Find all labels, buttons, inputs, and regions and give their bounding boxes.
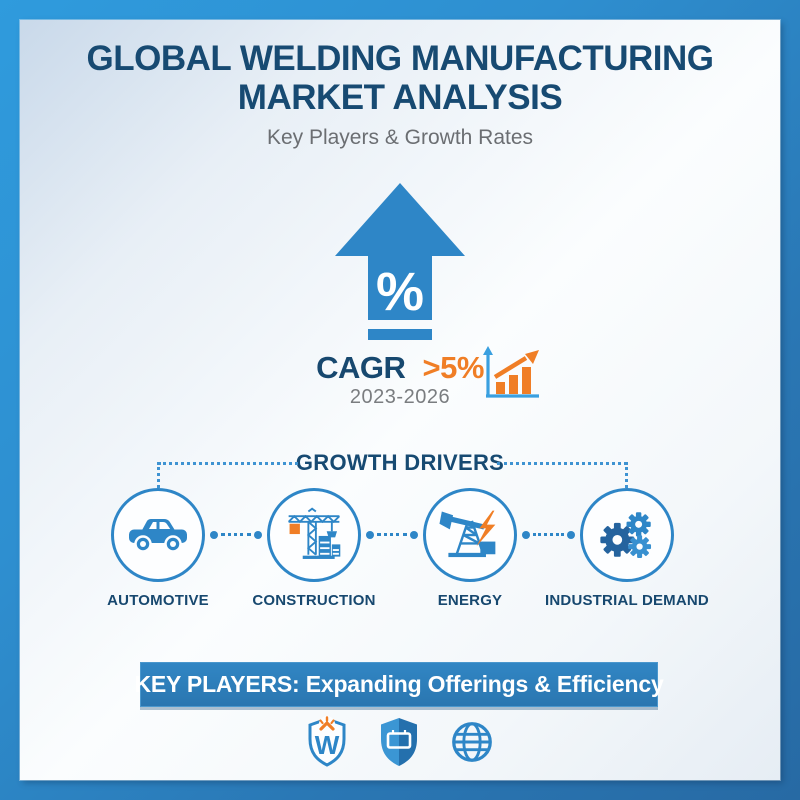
driver-circle: [111, 488, 205, 582]
cagr-value: >5%: [422, 350, 484, 385]
welding-screen-shield-icon: [381, 718, 417, 766]
driver-label: INDUSTRIAL DEMAND: [545, 592, 709, 609]
globe-icon: [452, 722, 492, 762]
driver-label: AUTOMOTIVE: [107, 592, 209, 609]
footer-badges: W: [20, 716, 780, 768]
oil-pump-lightning-icon: [439, 510, 496, 558]
dotted-bracket-left: [158, 462, 298, 465]
dotted-bracket-right-drop: [625, 462, 628, 488]
driver-circle: [267, 488, 361, 582]
driver-label: CONSTRUCTION: [252, 592, 376, 609]
page-subtitle: Key Players & Growth Rates: [266, 126, 534, 149]
dotted-bracket-right: [497, 462, 627, 465]
driver-circle: [423, 488, 517, 582]
cagr-period: 2023-2026: [349, 386, 451, 408]
shield-letter: W: [315, 730, 340, 760]
key-players-banner: KEY PLAYERS: Expanding Offerings & Effic…: [134, 662, 664, 707]
page-title: GLOBAL WELDING MANUFACTURING MARKET ANALY…: [20, 39, 780, 117]
driver-construction: CONSTRUCTION: [229, 488, 399, 609]
cagr-row: CAGR >5%: [20, 350, 780, 386]
car-icon: [129, 519, 187, 553]
dotted-connector: [522, 530, 575, 539]
page-title-line1: GLOBAL WELDING MANUFACTURING: [86, 39, 714, 78]
dotted-bracket-left-drop: [157, 462, 160, 488]
dotted-connector: [366, 530, 418, 539]
page-title-line2: MARKET ANALYSIS: [237, 77, 563, 117]
header: GLOBAL WELDING MANUFACTURING MARKET ANALY…: [20, 39, 780, 150]
up-arrow-percent-icon: %: [335, 183, 465, 340]
tower-crane-icon: [287, 507, 341, 559]
driver-circle: [580, 488, 674, 582]
driver-label: ENERGY: [437, 592, 503, 609]
bar-chart-trend-icon: [483, 346, 539, 398]
dotted-connector: [210, 530, 262, 539]
driver-automotive: AUTOMOTIVE: [73, 488, 243, 609]
cagr-label: CAGR: [316, 350, 406, 385]
driver-energy: ENERGY: [385, 488, 555, 609]
key-players-banner-text: KEY PLAYERS: Expanding Offerings & Effic…: [134, 671, 664, 697]
gears-icon: [600, 512, 652, 559]
driver-industrial-demand: INDUSTRIAL DEMAND: [542, 488, 712, 609]
growth-arrow: %: [335, 183, 465, 341]
percent-symbol: %: [376, 262, 424, 322]
growth-drivers-heading: GROWTH DRIVERS: [295, 450, 505, 475]
shield-w-logo-icon: W: [308, 716, 346, 767]
infographic-panel: GLOBAL WELDING MANUFACTURING MARKET ANALY…: [20, 20, 780, 780]
